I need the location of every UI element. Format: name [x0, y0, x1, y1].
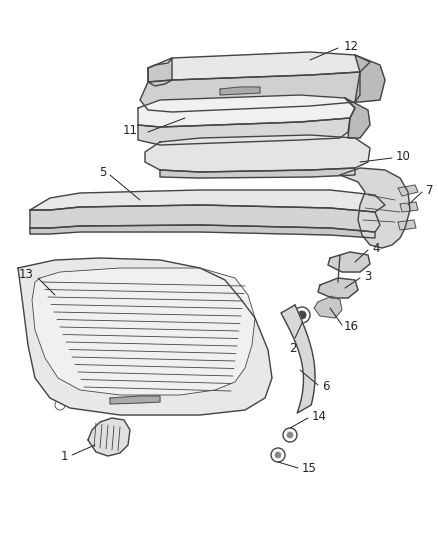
Circle shape: [287, 432, 293, 438]
Polygon shape: [355, 55, 385, 102]
Polygon shape: [160, 168, 355, 178]
Text: 1: 1: [60, 450, 68, 464]
Text: 7: 7: [426, 183, 434, 197]
Text: 4: 4: [372, 241, 379, 254]
Polygon shape: [30, 190, 385, 212]
Polygon shape: [345, 98, 370, 138]
Polygon shape: [30, 225, 375, 238]
Polygon shape: [220, 87, 260, 95]
Text: 2: 2: [289, 342, 297, 355]
Circle shape: [298, 311, 306, 319]
Text: 3: 3: [364, 270, 371, 282]
Polygon shape: [328, 252, 370, 272]
Polygon shape: [110, 396, 160, 404]
Polygon shape: [314, 296, 342, 318]
Polygon shape: [138, 95, 355, 127]
Polygon shape: [340, 168, 410, 248]
Polygon shape: [400, 202, 418, 212]
Text: 16: 16: [344, 320, 359, 334]
Text: 13: 13: [19, 269, 34, 281]
Polygon shape: [88, 418, 130, 456]
Polygon shape: [148, 58, 172, 86]
Polygon shape: [140, 72, 360, 112]
Polygon shape: [30, 205, 380, 232]
Polygon shape: [18, 258, 272, 415]
Text: 12: 12: [344, 39, 359, 52]
Polygon shape: [32, 268, 255, 395]
Text: 6: 6: [322, 381, 329, 393]
Polygon shape: [138, 118, 350, 145]
Polygon shape: [145, 135, 370, 172]
Circle shape: [275, 452, 281, 458]
Polygon shape: [398, 220, 416, 230]
Polygon shape: [281, 305, 315, 413]
Text: 15: 15: [302, 463, 317, 475]
Text: 14: 14: [312, 409, 327, 423]
Polygon shape: [398, 185, 418, 196]
Text: 11: 11: [123, 124, 138, 136]
Polygon shape: [148, 52, 370, 82]
Text: 10: 10: [396, 150, 411, 164]
Polygon shape: [318, 278, 358, 298]
Text: 5: 5: [99, 166, 106, 180]
